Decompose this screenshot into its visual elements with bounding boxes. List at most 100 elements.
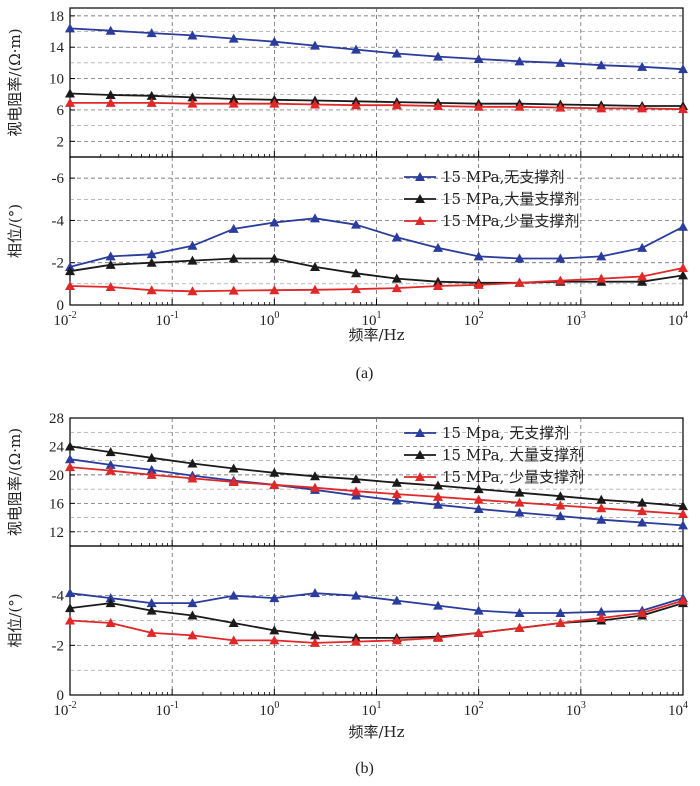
data-point bbox=[309, 40, 320, 50]
x-tick-label: 100 bbox=[259, 700, 279, 719]
data-point bbox=[146, 90, 157, 100]
x-tick-exponent: 4 bbox=[683, 700, 688, 711]
x-tick-label: 101 bbox=[362, 700, 382, 719]
data-point bbox=[433, 600, 444, 610]
data-point bbox=[514, 101, 525, 111]
data-point bbox=[391, 489, 402, 499]
data-point bbox=[391, 477, 402, 487]
data-point bbox=[228, 253, 239, 263]
data-point bbox=[269, 635, 280, 645]
data-point bbox=[433, 242, 444, 252]
data-point bbox=[596, 613, 607, 623]
data-point bbox=[65, 615, 75, 625]
data-point bbox=[187, 240, 198, 250]
data-point bbox=[146, 28, 157, 38]
data-point bbox=[555, 608, 566, 618]
data-point bbox=[187, 92, 198, 102]
data-point bbox=[637, 517, 648, 527]
data-point bbox=[65, 23, 75, 33]
data-point bbox=[433, 280, 444, 290]
data-point bbox=[146, 464, 157, 474]
data-point bbox=[473, 484, 484, 494]
data-point bbox=[433, 51, 444, 61]
legend-marker bbox=[415, 194, 425, 203]
x-tick-base: 10 bbox=[464, 703, 479, 719]
x-tick-exponent: -1 bbox=[170, 310, 178, 321]
x-tick-exponent: 0 bbox=[274, 310, 279, 321]
data-point bbox=[146, 249, 157, 259]
x-tick-base: 10 bbox=[155, 313, 170, 329]
x-tick-exponent: 2 bbox=[479, 310, 484, 321]
data-point bbox=[146, 469, 157, 479]
x-tick-label: 10-1 bbox=[155, 310, 178, 329]
data-point bbox=[228, 223, 239, 233]
data-point bbox=[596, 273, 607, 283]
data-point bbox=[187, 473, 198, 483]
data-point bbox=[65, 280, 75, 290]
data-point bbox=[269, 36, 280, 46]
y-tick-label: 28 bbox=[49, 411, 64, 427]
data-point bbox=[309, 471, 320, 481]
legend: 15 Mpa, 无支撑剂 15 MPa, 大量支撑剂 15 MPa, 少量支撑剂 bbox=[404, 424, 584, 486]
data-point bbox=[678, 270, 688, 280]
data-point bbox=[146, 627, 157, 637]
y-tick-label: 6 bbox=[57, 103, 65, 119]
data-point bbox=[514, 56, 525, 66]
data-point bbox=[433, 491, 444, 501]
series-line-1 bbox=[69, 27, 684, 71]
series-line-3 bbox=[69, 599, 684, 644]
x-tick-base: 10 bbox=[53, 703, 68, 719]
data-point bbox=[514, 277, 525, 287]
x-tick-label: 103 bbox=[566, 700, 586, 719]
x-axis-label: 频率/Hz bbox=[348, 326, 404, 344]
data-point bbox=[473, 101, 484, 111]
data-point bbox=[555, 491, 566, 501]
data-point bbox=[187, 30, 198, 40]
data-point bbox=[228, 285, 239, 295]
data-point bbox=[228, 98, 239, 108]
data-point bbox=[187, 255, 198, 265]
data-point bbox=[65, 603, 75, 613]
data-point bbox=[678, 263, 688, 272]
data-point bbox=[350, 100, 361, 110]
data-point bbox=[105, 25, 116, 35]
data-point bbox=[391, 273, 402, 283]
series-line-2 bbox=[69, 445, 684, 508]
x-tick-label: 102 bbox=[464, 310, 484, 329]
data-point bbox=[146, 605, 157, 615]
y-axis-label: 视电阻率/(Ω·m) bbox=[6, 28, 24, 136]
x-tick-base: 10 bbox=[566, 313, 581, 329]
y-tick-label: 18 bbox=[49, 9, 64, 25]
series-line-3 bbox=[69, 267, 684, 293]
data-point bbox=[678, 501, 688, 511]
data-point bbox=[596, 103, 607, 113]
x-tick-label: 104 bbox=[668, 700, 688, 719]
data-point bbox=[65, 454, 75, 464]
data-point bbox=[65, 588, 75, 598]
data-point bbox=[309, 630, 320, 640]
data-point bbox=[596, 60, 607, 70]
data-point bbox=[228, 477, 239, 486]
x-tick-exponent: -2 bbox=[68, 310, 76, 321]
data-point bbox=[309, 588, 320, 598]
data-point bbox=[65, 266, 75, 276]
data-point bbox=[309, 261, 320, 271]
data-point bbox=[146, 452, 157, 462]
data-point bbox=[473, 504, 484, 514]
data-point bbox=[391, 100, 402, 110]
x-tick-label: 10-2 bbox=[53, 700, 76, 719]
data-point bbox=[65, 462, 75, 472]
series-line-2 bbox=[69, 602, 684, 639]
x-tick-base: 10 bbox=[362, 313, 377, 329]
data-point bbox=[269, 285, 280, 295]
x-tick-exponent: -1 bbox=[170, 700, 178, 711]
data-point bbox=[105, 447, 116, 457]
data-point bbox=[637, 61, 648, 71]
y-axis-label: 相位/(°) bbox=[6, 204, 24, 258]
x-tick-exponent: 3 bbox=[581, 310, 586, 321]
x-tick-base: 10 bbox=[155, 703, 170, 719]
legend-marker bbox=[415, 216, 425, 225]
data-point bbox=[514, 608, 525, 618]
data-point bbox=[105, 465, 116, 475]
